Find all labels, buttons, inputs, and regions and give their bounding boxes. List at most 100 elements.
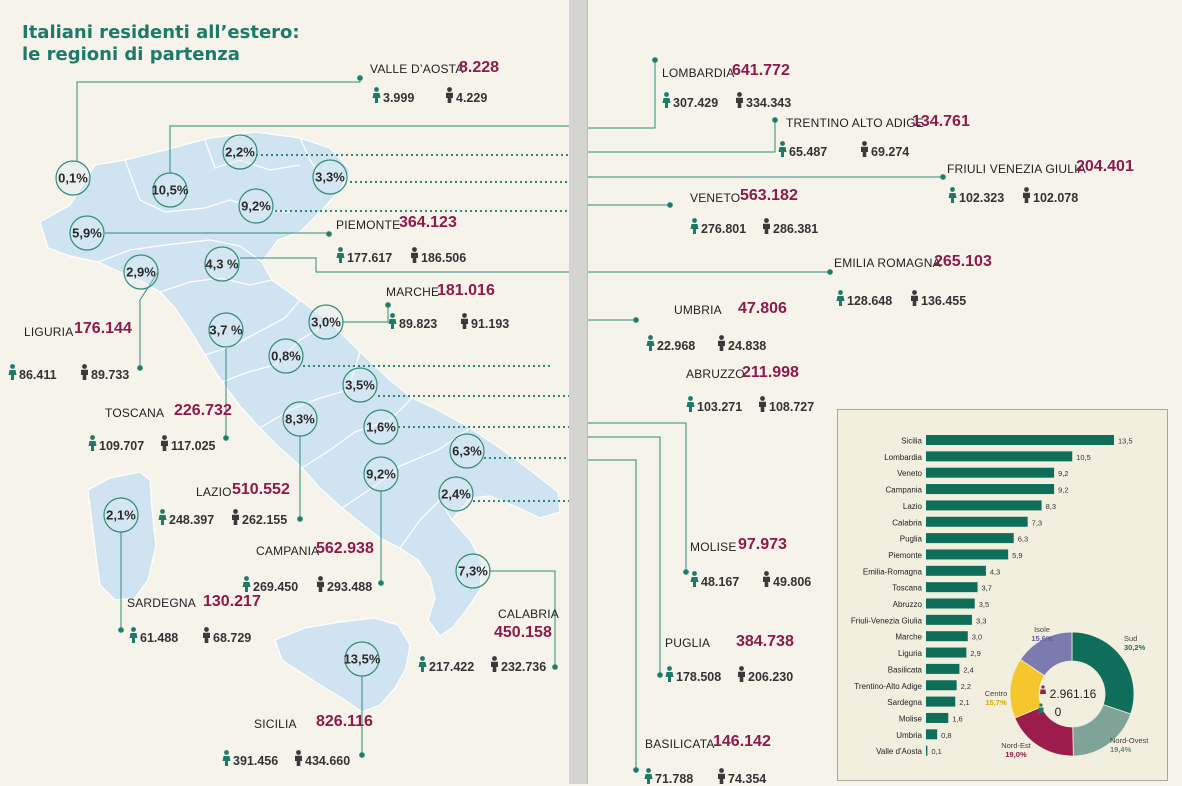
male-icon — [295, 750, 302, 766]
region-male-count: 102.078 — [1033, 191, 1079, 205]
female-icon — [388, 313, 397, 329]
region-male-count: 232.736 — [501, 660, 547, 674]
region-total: 641.772 — [732, 62, 790, 79]
percentage-label: 13,5% — [344, 652, 381, 667]
bar-category-label: Molise — [899, 714, 923, 723]
bar-category-label: Friuli-Venezia Giulia — [851, 616, 923, 625]
percentage-label: 5,9% — [72, 226, 102, 241]
bar — [926, 516, 1028, 527]
region-name: PUGLIA — [665, 636, 711, 650]
bar — [926, 680, 957, 691]
bar — [926, 696, 956, 707]
region-female-count: 276.801 — [701, 222, 747, 236]
bar-category-label: Abruzzo — [893, 600, 923, 609]
region-total: 510.552 — [232, 481, 290, 498]
male-icon — [317, 576, 324, 592]
region-name: MOLISE — [690, 540, 737, 554]
bar-value-label: 0,1 — [931, 747, 941, 756]
bar-category-label: Piemonte — [888, 551, 922, 560]
bar-category-label: Liguria — [898, 649, 923, 658]
donut-center-value-2: 0 — [1055, 705, 1062, 719]
donut-slice-value: 15,6% — [1031, 634, 1053, 643]
region-total: 211.998 — [742, 364, 799, 381]
bar-category-label: Marche — [895, 633, 922, 642]
percentage-bubble: 3,5% — [342, 367, 378, 403]
male-icon — [759, 396, 766, 412]
percentage-bubble: 1,6% — [363, 409, 399, 445]
bar-value-label: 0,8 — [941, 731, 951, 740]
region-female-count: 89.823 — [399, 317, 438, 331]
region-male-count: 186.506 — [421, 251, 467, 265]
bar-category-label: Umbria — [896, 731, 922, 740]
region-female-count: 177.617 — [347, 251, 393, 265]
donut-center-value: 2.961.16 — [1050, 687, 1097, 701]
donut-slice — [1019, 631, 1073, 677]
donut-slice-name: Sud — [1124, 634, 1137, 643]
female-icon — [646, 335, 655, 351]
female-icon — [690, 571, 699, 587]
percentage-label: 1,6% — [366, 420, 396, 435]
bar — [926, 663, 960, 674]
bar-value-label: 8,3 — [1046, 502, 1056, 511]
donut-slice-value: 30,2% — [1124, 643, 1146, 652]
bar — [926, 500, 1042, 511]
bar-value-label: 5,9 — [1012, 551, 1022, 560]
region-female-count: 307.429 — [673, 96, 719, 110]
female-icon — [242, 576, 251, 592]
percentage-bubble: 0,1% — [55, 160, 91, 196]
male-icon — [81, 364, 88, 380]
region-male-count: 206.230 — [748, 670, 794, 684]
region-male-count: 89.733 — [91, 368, 130, 382]
region-total: 181.016 — [437, 282, 495, 299]
percentage-label: 2,2% — [225, 145, 255, 160]
male-icon — [203, 627, 210, 643]
percentage-label: 2,9% — [126, 265, 156, 280]
male-icon — [161, 435, 168, 451]
region-male-count: 262.155 — [242, 513, 288, 527]
bar — [926, 582, 978, 593]
female-icon — [418, 656, 427, 672]
percentage-label: 2,4% — [441, 487, 471, 502]
donut-slice-name: Centro — [985, 689, 1008, 698]
region-name: MARCHE — [386, 285, 440, 299]
leader-lines — [76, 57, 946, 773]
region-female-count: 217.422 — [429, 660, 475, 674]
region-name: LAZIO — [196, 485, 232, 499]
region-name: FRIULI VENEZIA GIULIA — [947, 162, 1086, 176]
region-male-count: 69.274 — [871, 145, 910, 159]
region-total: 563.182 — [740, 187, 798, 204]
bar — [926, 467, 1055, 478]
percentage-label: 10,5% — [152, 183, 189, 198]
region-female-count: 22.968 — [657, 339, 696, 353]
region-name: CAMPANIA — [256, 544, 320, 558]
region-male-count: 49.806 — [773, 575, 812, 589]
bar-value-label: 9,2 — [1058, 486, 1068, 495]
percentage-label: 6,3% — [452, 444, 482, 459]
percentage-bubble: 3,0% — [308, 304, 344, 340]
donut-slice-value: 15,7% — [985, 698, 1007, 707]
donut-slice-value: 19,4% — [1110, 745, 1132, 754]
region-name: LIGURIA — [24, 325, 74, 339]
percentage-label: 3,0% — [311, 315, 341, 330]
bar-value-label: 2,4 — [963, 665, 973, 674]
percentage-bubble: 6,3% — [449, 433, 485, 469]
percentage-bubble: 5,9% — [69, 215, 105, 251]
bar — [926, 745, 928, 756]
female-icon — [336, 247, 345, 263]
bar — [926, 647, 967, 658]
donut-slice-value: 19,0% — [1005, 750, 1027, 759]
region-male-count: 108.727 — [769, 400, 815, 414]
region-male-count: 334.343 — [746, 96, 792, 110]
percentage-bubble: 3,7 % — [208, 312, 244, 348]
percentage-label: 7,3% — [458, 564, 488, 579]
bar-category-label: Toscana — [892, 584, 922, 593]
female-icon — [665, 666, 674, 682]
bar-category-label: Campania — [886, 486, 923, 495]
male-icon — [763, 218, 770, 234]
region-total: 562.938 — [316, 540, 374, 557]
region-male-count: 4.229 — [456, 91, 488, 105]
region-female-count: 3.999 — [383, 91, 415, 105]
region-female-count: 103.271 — [697, 400, 743, 414]
percentage-bubble: 9,2% — [238, 188, 274, 224]
